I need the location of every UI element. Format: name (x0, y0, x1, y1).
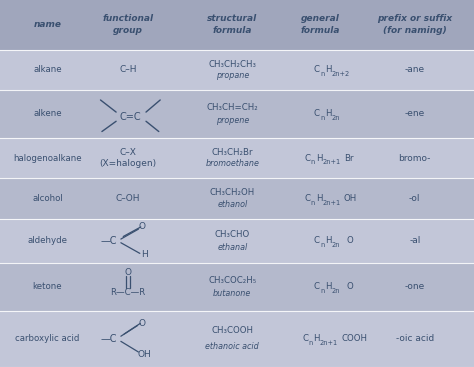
Text: C: C (314, 65, 320, 75)
Text: H: H (325, 65, 332, 75)
Text: propene: propene (216, 116, 249, 125)
Text: O: O (139, 222, 146, 232)
Text: -one: -one (405, 282, 425, 291)
Text: C: C (302, 334, 308, 343)
Text: 2n+2: 2n+2 (332, 71, 350, 77)
Text: n: n (308, 340, 312, 346)
Text: bromo-: bromo- (399, 153, 431, 163)
Text: O: O (346, 282, 353, 291)
Text: O: O (125, 268, 131, 277)
Text: H: H (325, 236, 332, 246)
Text: OH: OH (344, 194, 357, 203)
Text: —C: —C (101, 334, 117, 344)
Text: 2n+1: 2n+1 (322, 200, 340, 206)
Text: 2n+1: 2n+1 (322, 159, 340, 166)
Text: ethanoic acid: ethanoic acid (205, 342, 259, 351)
Text: O: O (139, 319, 146, 328)
Text: —C: —C (101, 236, 117, 246)
Text: COOH: COOH (341, 334, 367, 343)
Text: 2n: 2n (332, 115, 340, 121)
Text: O: O (346, 236, 353, 246)
Text: prefix or suffix
(for naming): prefix or suffix (for naming) (377, 14, 452, 35)
Text: C: C (314, 236, 320, 246)
Text: -oic acid: -oic acid (396, 334, 434, 343)
Text: halogenoalkane: halogenoalkane (13, 153, 82, 163)
Text: CH₃COOH: CH₃COOH (211, 326, 253, 335)
Text: ethanol: ethanol (217, 200, 247, 209)
Text: alkane: alkane (33, 65, 62, 75)
Bar (0, 219, 474, 263)
Text: CH₃CH₂OH: CH₃CH₂OH (210, 188, 255, 197)
Text: OH: OH (137, 350, 152, 359)
Text: aldehyde: aldehyde (27, 236, 67, 246)
Text: CH₃CH=CH₂: CH₃CH=CH₂ (206, 103, 258, 112)
Text: ethanal: ethanal (217, 243, 247, 251)
Text: C: C (304, 194, 310, 203)
Text: name: name (33, 20, 62, 29)
Text: bromoethane: bromoethane (205, 159, 259, 168)
Bar (0, 0, 474, 50)
Text: H: H (313, 334, 320, 343)
Bar (0, 310, 474, 367)
Text: ketone: ketone (33, 282, 62, 291)
Bar (0, 138, 474, 178)
Text: n: n (320, 115, 324, 121)
Text: C: C (314, 109, 320, 119)
Text: C: C (314, 282, 320, 291)
Text: CH₃CH₂Br: CH₃CH₂Br (211, 148, 253, 157)
Text: 2n: 2n (332, 242, 340, 248)
Text: CH₃COC₂H₅: CH₃COC₂H₅ (208, 276, 256, 284)
Text: -ene: -ene (405, 109, 425, 119)
Text: butanone: butanone (213, 289, 251, 298)
Text: structural
formula: structural formula (207, 14, 257, 35)
Text: propane: propane (216, 71, 249, 80)
Text: n: n (320, 71, 324, 77)
Text: -ane: -ane (405, 65, 425, 75)
Text: C–X
(X=halogen): C–X (X=halogen) (100, 148, 156, 168)
Text: alkene: alkene (33, 109, 62, 119)
Text: n: n (310, 200, 315, 206)
Text: functional
group: functional group (102, 14, 154, 35)
Text: H: H (325, 282, 332, 291)
Text: n: n (320, 288, 324, 294)
Text: C=C: C=C (119, 112, 141, 122)
Text: 2n+1: 2n+1 (320, 340, 338, 346)
Bar (0, 50, 474, 90)
Text: CH₃CHO: CH₃CHO (215, 230, 250, 239)
Text: H: H (141, 250, 148, 259)
Bar (0, 90, 474, 138)
Text: R—C—R: R—C—R (110, 288, 146, 297)
Text: H: H (316, 194, 322, 203)
Text: -ol: -ol (409, 194, 420, 203)
Text: C: C (304, 153, 310, 163)
Text: n: n (320, 242, 324, 248)
Text: n: n (310, 159, 315, 166)
Bar (0, 178, 474, 219)
Text: C–H: C–H (119, 65, 137, 75)
Text: alcohol: alcohol (32, 194, 63, 203)
Text: C–OH: C–OH (116, 194, 140, 203)
Text: carboxylic acid: carboxylic acid (15, 334, 80, 343)
Text: general
formula: general formula (300, 14, 340, 35)
Text: 2n: 2n (332, 288, 340, 294)
Text: CH₃CH₂CH₃: CH₃CH₂CH₃ (208, 60, 256, 69)
Text: H: H (325, 109, 332, 119)
Bar (0, 263, 474, 310)
Text: Br: Br (344, 153, 353, 163)
Text: H: H (316, 153, 322, 163)
Text: -al: -al (409, 236, 420, 246)
